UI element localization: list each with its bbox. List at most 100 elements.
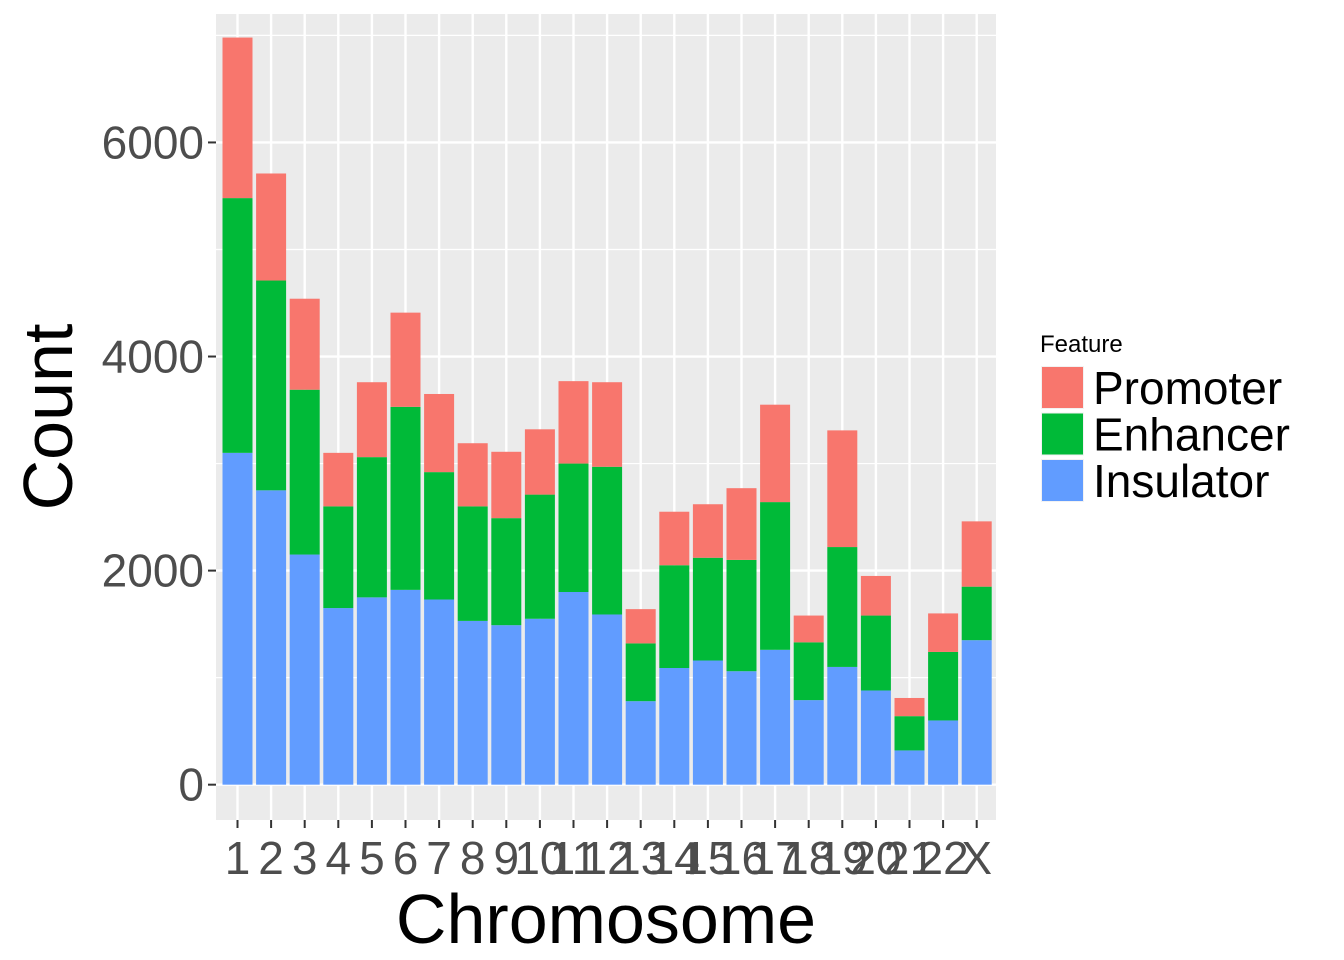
- bar-insulator-chr-5: [356, 597, 387, 785]
- bar-enhancer-chr-10: [524, 494, 555, 619]
- bar-enhancer-chr-19: [827, 547, 858, 667]
- bar-insulator-chr-18: [793, 700, 824, 785]
- bar-enhancer-chr-11: [558, 463, 589, 593]
- bar-insulator-chr-21: [894, 750, 925, 785]
- bar-promoter-chr-18: [793, 615, 824, 643]
- x-tick-label: X: [961, 832, 992, 884]
- bar-promoter-chr-12: [592, 382, 623, 467]
- bar-insulator-chr-22: [928, 720, 959, 785]
- bar-promoter-chr-17: [760, 404, 791, 503]
- bar-insulator-chr-2: [256, 490, 287, 785]
- y-tick-label: 4000: [102, 331, 204, 383]
- x-tick-label: 3: [292, 832, 318, 884]
- x-tick-label: 11: [550, 832, 598, 884]
- bar-promoter-chr-6: [390, 312, 421, 407]
- bar-insulator-chr-14: [659, 668, 690, 785]
- x-tick-label: 21: [884, 832, 935, 884]
- bars: [222, 37, 992, 785]
- bar-enhancer-chr-15: [692, 557, 723, 661]
- bar-promoter-chr-20: [860, 575, 891, 616]
- bar-insulator-chr-13: [625, 701, 656, 785]
- bar-enhancer-chr-2: [256, 280, 287, 491]
- bar-insulator-chr-20: [860, 690, 891, 785]
- bar-promoter-chr-7: [424, 393, 455, 473]
- legend-label-insulator: Insulator: [1093, 455, 1269, 507]
- x-tick-label: 15: [682, 832, 733, 884]
- bar-enhancer-chr-18: [793, 642, 824, 701]
- x-tick-label: 10: [514, 832, 565, 884]
- bar-enhancer-chr-7: [424, 472, 455, 600]
- x-tick-label: 16: [716, 832, 767, 884]
- bar-promoter-chr-21: [894, 697, 925, 717]
- bar-promoter-chr-2: [256, 173, 287, 281]
- bar-promoter-chr-11: [558, 381, 589, 464]
- legend-label-promoter: Promoter: [1093, 362, 1282, 414]
- bar-insulator-chr-15: [692, 660, 723, 785]
- x-tick-label: 22: [918, 832, 969, 884]
- bar-insulator-chr-7: [424, 599, 455, 785]
- legend-swatch-enhancer: [1042, 413, 1083, 455]
- x-tick-label: 19: [817, 832, 868, 884]
- x-tick-label: 17: [750, 832, 801, 884]
- legend-swatch-insulator: [1042, 460, 1083, 501]
- bar-insulator-chr-19: [827, 666, 858, 785]
- bar-promoter-chr-9: [491, 451, 522, 519]
- x-tick-label: 8: [460, 832, 486, 884]
- bar-promoter-chr-5: [356, 382, 387, 458]
- x-tick-label: 7: [426, 832, 452, 884]
- y-tick-label: 2000: [102, 545, 204, 597]
- bar-promoter-chr-3: [289, 298, 320, 390]
- bar-insulator-chr-10: [524, 618, 555, 785]
- bar-promoter-chr-16: [726, 488, 757, 560]
- bar-insulator-chr-9: [491, 625, 522, 785]
- x-tick-label: 6: [393, 832, 419, 884]
- bar-enhancer-chr-X: [961, 586, 992, 641]
- legend-swatch-promoter: [1042, 367, 1083, 408]
- bar-insulator-chr-12: [592, 614, 623, 785]
- bar-enhancer-chr-8: [457, 506, 488, 621]
- bar-enhancer-chr-13: [625, 643, 656, 702]
- legend-label-enhancer: Enhancer: [1093, 409, 1290, 461]
- bar-enhancer-chr-3: [289, 389, 320, 555]
- bar-enhancer-chr-14: [659, 565, 690, 669]
- x-tick-label: 20: [850, 832, 901, 884]
- x-tick-label: 9: [494, 832, 520, 884]
- x-tick-label: 12: [582, 832, 633, 884]
- bar-insulator-chr-4: [323, 608, 354, 785]
- x-tick-label: 13: [615, 832, 666, 884]
- bar-enhancer-chr-6: [390, 406, 421, 590]
- bar-enhancer-chr-4: [323, 506, 354, 609]
- bar-promoter-chr-13: [625, 609, 656, 644]
- bar-enhancer-chr-17: [760, 502, 791, 650]
- bar-promoter-chr-4: [323, 452, 354, 507]
- x-tick-label: 2: [258, 832, 284, 884]
- bar-enhancer-chr-21: [894, 716, 925, 751]
- bar-promoter-chr-1: [222, 37, 253, 199]
- bar-promoter-chr-14: [659, 511, 690, 566]
- legend-title: Feature: [1040, 331, 1123, 358]
- bar-insulator-chr-X: [961, 640, 992, 785]
- bar-promoter-chr-10: [524, 429, 555, 495]
- bar-insulator-chr-8: [457, 620, 488, 785]
- bar-insulator-chr-6: [390, 589, 421, 785]
- bar-promoter-chr-8: [457, 443, 488, 507]
- y-axis-title: Count: [9, 324, 87, 511]
- bar-promoter-chr-X: [961, 521, 992, 587]
- x-tick-label: 14: [649, 832, 700, 884]
- bar-insulator-chr-16: [726, 671, 757, 785]
- bar-insulator-chr-11: [558, 592, 589, 785]
- bar-enhancer-chr-16: [726, 559, 757, 672]
- bar-enhancer-chr-9: [491, 518, 522, 626]
- bar-enhancer-chr-12: [592, 466, 623, 615]
- x-tick-label: 5: [359, 832, 385, 884]
- x-axis-title: Chromosome: [396, 880, 816, 958]
- bar-promoter-chr-15: [692, 504, 723, 558]
- bar-insulator-chr-3: [289, 554, 320, 785]
- bar-enhancer-chr-1: [222, 198, 253, 453]
- bar-enhancer-chr-5: [356, 457, 387, 598]
- bar-promoter-chr-19: [827, 430, 858, 548]
- y-tick-label: 6000: [102, 116, 204, 168]
